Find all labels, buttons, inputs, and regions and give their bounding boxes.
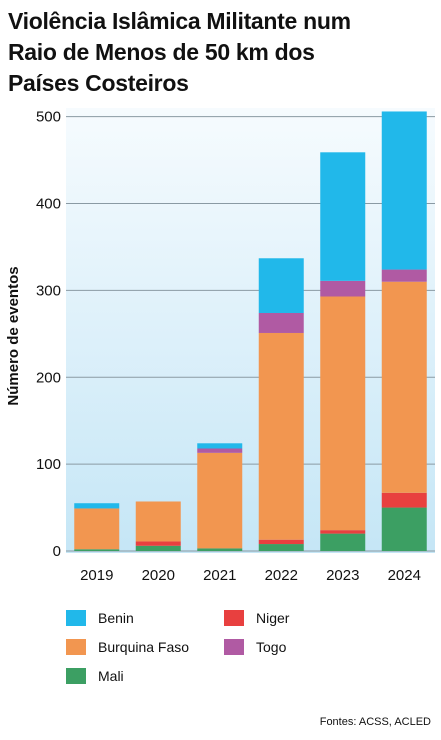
bar-2022-benin (258, 258, 304, 313)
y-tick-label-300: 300 (36, 282, 61, 299)
bar-2023-burquina-faso (320, 296, 366, 531)
bar-2019-benin (74, 503, 120, 509)
bar-2022-togo (258, 312, 304, 333)
x-tick-labels: 2019 2020 2021 2022 2023 2024 (80, 567, 421, 584)
bar-2020-mali (135, 545, 181, 551)
bar-2024-niger (381, 492, 427, 508)
title-line-1: Violência Islâmica Militante num (8, 8, 351, 34)
legend-swatch (66, 610, 86, 626)
legend-swatch (66, 639, 86, 655)
bar-2022-burquina-faso (258, 332, 304, 540)
plot-background (66, 108, 435, 553)
legend-label: Mali (98, 668, 124, 684)
x-tick-label-2024: 2024 (388, 567, 421, 584)
bar-2024-mali (381, 507, 427, 551)
y-tick-label-500: 500 (36, 109, 61, 126)
stacked-bar-chart: 0 100 200 300 400 500 2019 2020 2021 2022 2023 202… (5, 108, 435, 584)
y-tick-label-0: 0 (53, 543, 61, 560)
bar-2021-togo (197, 448, 243, 453)
bar-2020-burquina-faso (135, 501, 181, 542)
bar-2021-benin (197, 443, 243, 449)
bar-2021-burquina-faso (197, 452, 243, 549)
source-note: Fontes: ACSS, ACLED (319, 716, 431, 728)
bar-2023-togo (320, 280, 366, 297)
bar-2024-togo (381, 269, 427, 282)
bar-2023-mali (320, 533, 366, 551)
bar-2024-burquina-faso (381, 281, 427, 493)
legend-swatch (224, 639, 244, 655)
y-tick-label-100: 100 (36, 456, 61, 473)
bars (74, 111, 427, 551)
y-tick-label-400: 400 (36, 196, 61, 213)
title-line-3: Países Costeiros (8, 70, 189, 96)
bar-2022-mali (258, 544, 304, 551)
legend: Benin Burquina Faso Mali Niger Togo (66, 608, 366, 700)
bar-2023-benin (320, 152, 366, 281)
gridlines (66, 116, 435, 552)
bar-2021-mali (197, 548, 243, 551)
legend-label: Niger (256, 610, 290, 626)
x-tick-label-2021: 2021 (203, 567, 236, 584)
legend-label: Benin (98, 610, 134, 626)
bar-2019-mali (74, 549, 120, 551)
legend-item-mali: Mali (66, 666, 124, 686)
legend-item-niger: Niger (224, 608, 289, 628)
y-tick-label-200: 200 (36, 369, 61, 386)
legend-swatch (66, 668, 86, 684)
bar-2019-burquina-faso (74, 508, 120, 550)
bar-2022-niger (258, 539, 304, 545)
x-tick-label-2019: 2019 (80, 567, 113, 584)
x-tick-label-2020: 2020 (142, 567, 175, 584)
x-tick-label-2022: 2022 (265, 567, 298, 584)
x-tick-label-2023: 2023 (326, 567, 359, 584)
legend-swatch (224, 610, 244, 626)
title-line-2: Raio de Menos de 50 km dos (8, 39, 315, 65)
legend-label: Burquina Faso (98, 639, 190, 655)
legend-item-benin: Benin (66, 608, 134, 628)
y-axis-label: Número de eventos (5, 266, 22, 405)
bar-2020-niger (135, 541, 181, 546)
legend-item-togo: Togo (224, 637, 286, 657)
legend-item-burquina-faso: Burquina Faso (66, 637, 189, 657)
bar-2023-niger (320, 530, 366, 534)
legend-label: Togo (256, 639, 287, 655)
bar-2024-benin (381, 111, 427, 270)
y-tick-labels: 0 100 200 300 400 500 (36, 109, 61, 560)
chart-title: Violência Islâmica Militante num Raio de… (8, 6, 433, 99)
